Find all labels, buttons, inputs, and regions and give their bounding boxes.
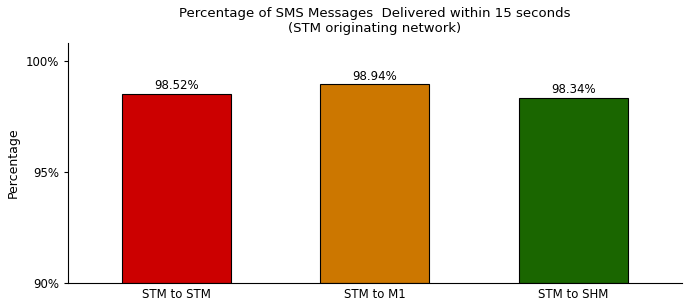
Text: 98.52%: 98.52%	[154, 79, 199, 92]
Bar	[320, 84, 429, 282]
Title: Percentage of SMS Messages  Delivered within 15 seconds
(STM originating network: Percentage of SMS Messages Delivered wit…	[179, 7, 570, 35]
Text: 98.94%: 98.94%	[353, 70, 398, 83]
Bar	[123, 94, 232, 282]
Bar	[519, 98, 628, 282]
Y-axis label: Percentage: Percentage	[7, 128, 20, 198]
Text: 98.34%: 98.34%	[551, 83, 595, 96]
